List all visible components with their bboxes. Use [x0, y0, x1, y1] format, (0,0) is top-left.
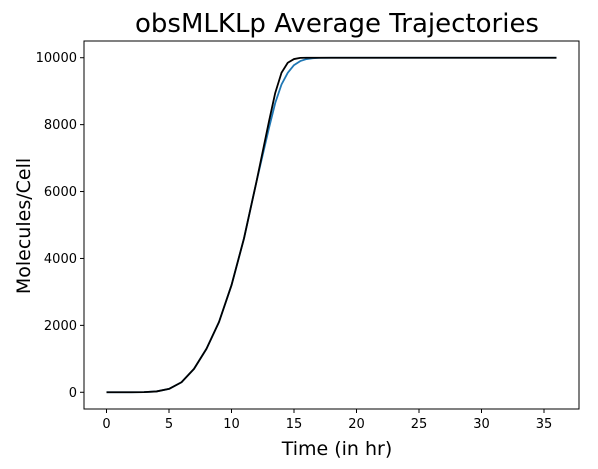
y-tick-label: 2000: [44, 319, 77, 334]
chart-title: obsMLKLp Average Trajectories: [135, 9, 539, 39]
axes-frame: [83, 40, 580, 410]
x-tick-label: 25: [411, 417, 428, 432]
y-axis-label: Molecules/Cell: [13, 158, 35, 294]
x-tick-label: 5: [165, 417, 173, 432]
x-tick-label: 15: [286, 417, 303, 432]
series-lines: [106, 56, 557, 394]
y-tick-label: 6000: [44, 185, 77, 200]
y-tick-label: 10000: [36, 51, 77, 66]
x-tick-label: 30: [473, 417, 490, 432]
x-tick-label: 20: [348, 417, 365, 432]
x-tick-label: 0: [102, 417, 110, 432]
x-axis-label: Time (in hr): [281, 438, 393, 460]
plot-area: [83, 40, 580, 410]
y-tick-label: 8000: [44, 118, 77, 133]
x-axis-ticks: 0 5 10 15 20 25 30 35: [102, 409, 552, 432]
x-tick-label: 35: [536, 417, 553, 432]
y-tick-label: 0: [69, 386, 77, 401]
y-tick-label: 4000: [44, 252, 77, 267]
y-axis-ticks: 0 2000 4000 6000 8000 10000: [36, 51, 84, 401]
series-line-1: [106, 56, 557, 394]
x-tick-label: 10: [223, 417, 240, 432]
series-line-2: [106, 56, 557, 394]
